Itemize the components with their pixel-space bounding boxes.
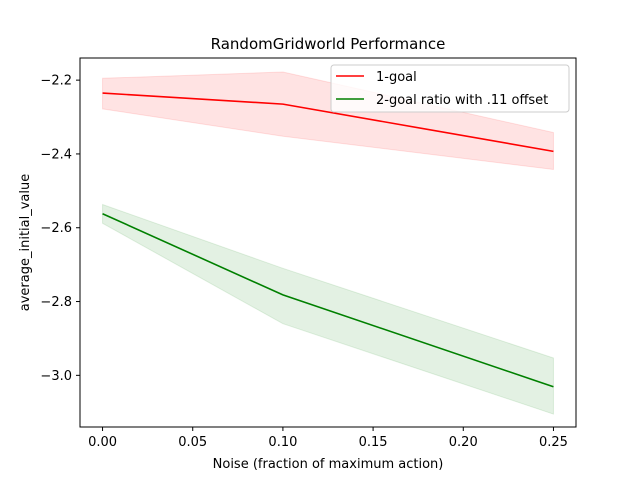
- y-tick-label: −3.0: [40, 369, 72, 384]
- plot-frame: [79, 57, 577, 428]
- x-tick-label: 0.05: [178, 435, 207, 450]
- x-tick-label: 0.25: [539, 435, 568, 450]
- y-tick-label: −2.4: [40, 147, 72, 162]
- x-axis-label: Noise (fraction of maximum action): [213, 457, 444, 472]
- series-line-2: [102, 212, 554, 388]
- legend-box: [330, 64, 570, 113]
- series-band-2: [102, 203, 554, 415]
- x-tick-label: 0.10: [268, 435, 297, 450]
- series-band-1: [102, 71, 554, 171]
- legend-label-1: 1-goal: [376, 70, 417, 85]
- y-axis-label: average_initial_value: [18, 174, 33, 311]
- series-line-1: [102, 92, 554, 153]
- y-tick-label: −2.2: [40, 74, 72, 89]
- y-axis-ticks: −3.0 −2.8 −2.6 −2.4 −2.2: [40, 74, 80, 384]
- x-tick-label: 0.00: [88, 435, 117, 450]
- y-tick-label: −2.8: [40, 295, 72, 310]
- x-axis-ticks: 0.00 0.05 0.10 0.15 0.20 0.25: [88, 427, 568, 450]
- y-tick-label: −2.6: [40, 221, 72, 236]
- series-lines: [102, 92, 554, 388]
- x-tick-label: 0.20: [449, 435, 478, 450]
- confidence-bands: [102, 71, 554, 415]
- x-tick-label: 0.15: [359, 435, 388, 450]
- chart-title: RandomGridworld Performance: [211, 35, 446, 53]
- legend: 1-goal 2-goal ratio with .11 offset: [330, 64, 570, 113]
- legend-label-2: 2-goal ratio with .11 offset: [376, 93, 548, 108]
